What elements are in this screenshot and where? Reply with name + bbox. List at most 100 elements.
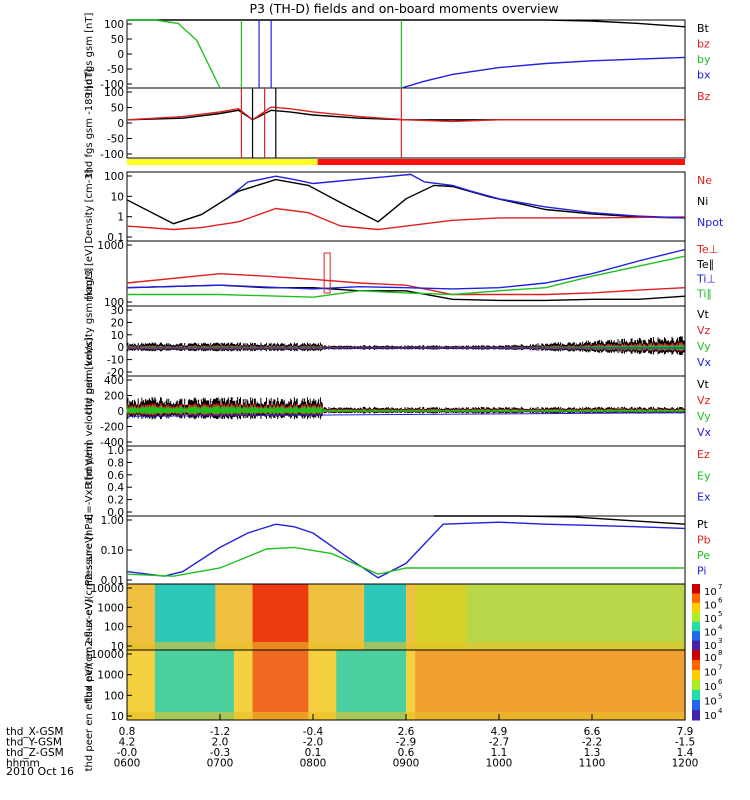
legend-Vx: Vx	[697, 356, 712, 369]
colorbar-label: 10	[704, 711, 717, 722]
y-tick-label: -10	[107, 355, 124, 367]
y-tick-label: 10000	[91, 583, 124, 595]
fgl-Bz-line	[126, 106, 685, 123]
y-tick-label: -50	[107, 64, 124, 76]
status-bar-segment-1	[317, 159, 685, 165]
legend-Vz: Vz	[697, 394, 711, 407]
colorbar-label: 10	[704, 682, 717, 693]
chart-title: P3 (TH-D) fields and on-board moments ov…	[249, 1, 558, 16]
y-tick-label: 1.0	[107, 445, 124, 457]
density-ylabel: Density [cm-3]	[84, 169, 95, 243]
legend-Ey: Ey	[697, 469, 711, 482]
row-label: thd_Y-GSM	[6, 737, 62, 749]
fgl-ylabel: thd fgs gsm -189 [nT]	[84, 69, 95, 178]
legend-Npot: Npot	[697, 216, 724, 229]
x-tick-label: -1.2	[210, 726, 231, 738]
row-label: thd_Z-GSM	[6, 747, 64, 759]
y-tick-label: 100	[104, 690, 124, 702]
y-tick-label: 10000	[91, 649, 124, 661]
density-Ni-line	[126, 178, 686, 225]
x-tick-label: 2.0	[212, 737, 229, 749]
colorbar-exp: 5	[718, 693, 722, 701]
y-tick-label: 0.8	[107, 457, 124, 469]
row-label: thd_X-GSM	[6, 726, 63, 738]
y-tick-label: 50	[111, 34, 124, 46]
legend-Te∥: Te∥	[696, 258, 714, 271]
efield-ylabel: E=-VxB [mV/m]	[84, 442, 95, 520]
x-tick-label: 0800	[300, 758, 327, 770]
y-tick-label: -20	[107, 367, 124, 379]
row-label: hhmm	[6, 758, 40, 770]
efield-frame	[126, 445, 686, 517]
colorbar-label: 10	[704, 601, 717, 612]
y-tick-label: 30	[111, 305, 124, 317]
panel-fgs: 100 50 0 -50 -100 thd fgs gsm [nT] Bt bz by bx	[84, 13, 711, 96]
y-tick-label: 100	[104, 622, 124, 634]
y-tick-label: 0	[117, 118, 124, 130]
espec-ylabel: thd peer en eflux eV/(cm2-s-sr-eV)	[84, 599, 95, 772]
x-tick-label: 1200	[672, 758, 699, 770]
y-tick-label: 0.4	[107, 482, 124, 494]
fgs-frame	[126, 19, 686, 89]
y-tick-label: 0	[117, 342, 124, 354]
x-tick-label: -2.2	[582, 737, 603, 749]
y-tick-label: 0.0	[107, 507, 124, 519]
x-tick-label: 6.6	[584, 726, 601, 738]
density-Npot-line	[228, 173, 686, 219]
colorbar-label: 10	[704, 587, 717, 598]
pressure-Pt-line	[433, 515, 686, 525]
colorbar-label: 10	[704, 653, 717, 664]
legend-Vy: Vy	[697, 340, 711, 353]
x-tick-label: 0.8	[119, 726, 136, 738]
status-bar-segment-0	[127, 159, 318, 165]
legend-Ti∥: Ti∥	[696, 287, 712, 300]
colorbar-exp: 5	[718, 610, 722, 618]
legend-Vy: Vy	[697, 410, 711, 423]
y-tick-label: 0.10	[101, 545, 124, 557]
colorbar-label: 10	[704, 668, 717, 679]
legend-Pi: Pi	[697, 565, 706, 578]
y-tick-label: 0.1	[107, 232, 124, 244]
time-axis-labels: thd_X-GSM 0.8 -1.2 -0.4 2.6 4.9 6.6 7.9 thd_Y-GS…	[6, 726, 698, 770]
panel-density: 100 10 1 0.1 Density [cm-3] Ne Ni Npot	[84, 169, 724, 244]
pressure-Pe-line	[126, 546, 685, 577]
colorbar-label: 10	[704, 614, 717, 625]
y-tick-label: 400	[104, 375, 124, 387]
y-tick-label: 10	[111, 330, 124, 342]
y-tick-label: -100	[100, 79, 124, 91]
legend-Te⊥: Te⊥	[696, 243, 718, 256]
x-tick-label: -0.3	[210, 747, 231, 759]
x-tick-label: 1.3	[584, 747, 601, 759]
ve-ylabel: thd peim velocity gsm [km/s]	[84, 268, 95, 415]
x-tick-label: 7.9	[677, 726, 694, 738]
y-tick-label: 0	[117, 49, 124, 61]
colorbar-exp: 3	[718, 637, 722, 645]
legend-Ni: Ni	[697, 195, 708, 208]
temp-Ti-par-line	[127, 255, 686, 298]
colorbar-exp: 7	[718, 583, 722, 591]
fgs-Bt-line	[127, 19, 686, 28]
y-tick-label: 1000	[97, 240, 124, 252]
legend-bx: bx	[697, 69, 711, 82]
y-tick-label: 50	[111, 103, 124, 115]
x-tick-label: 0900	[393, 758, 420, 770]
colorbar-exp: 8	[718, 649, 722, 657]
x-tick-label: 2.6	[398, 726, 415, 738]
date-label: 2010 Oct 16	[6, 765, 74, 778]
x-tick-label: 0.1	[305, 747, 322, 759]
y-tick-label: 1000	[97, 670, 124, 682]
density-Ne-line	[126, 207, 686, 231]
y-tick-label: -50	[107, 134, 124, 146]
x-tick-label: 4.2	[119, 737, 136, 749]
y-tick-label: 0.01	[101, 575, 124, 587]
y-tick-label: 100	[104, 297, 124, 309]
legend-Bt: Bt	[697, 22, 710, 35]
legend-Vx: Vx	[697, 426, 712, 439]
x-tick-label: 0600	[114, 758, 141, 770]
legend-Bz: Bz	[697, 90, 711, 103]
